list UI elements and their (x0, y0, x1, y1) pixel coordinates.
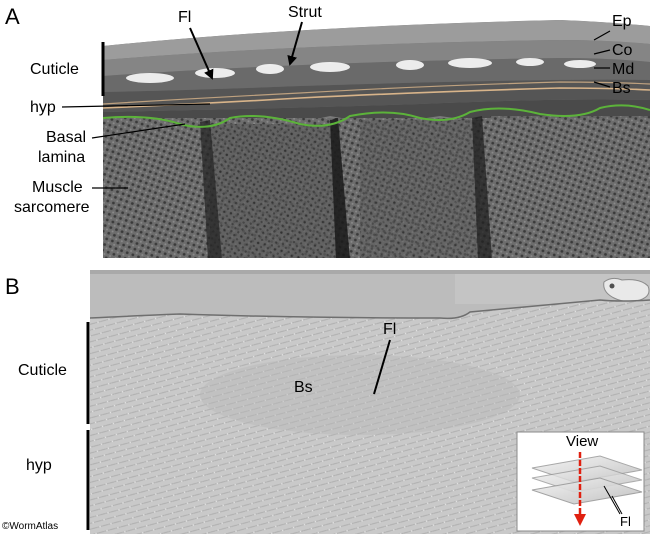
label-muscle-1: Muscle (32, 179, 83, 196)
copyright: ©WormAtlas (2, 521, 58, 532)
inset-fl-pointer-1 (603, 485, 621, 515)
co-pointer (593, 49, 611, 55)
label-strut: Strut (288, 4, 322, 21)
label-basal-2: lamina (38, 149, 85, 166)
label-cuticle-b: Cuticle (18, 362, 67, 379)
view-arrowhead (574, 514, 586, 526)
label-md: Md (612, 61, 634, 78)
panel-a-micrograph (103, 20, 650, 258)
view-inset: View Fl (516, 431, 645, 532)
fl-arrow-a (189, 27, 214, 80)
label-cuticle-a: Cuticle (30, 61, 79, 78)
label-co: Co (612, 42, 633, 59)
inset-fl-label: Fl (620, 514, 631, 529)
basal-lamina-pointer (91, 123, 186, 139)
panel-b-micrograph (89, 270, 650, 534)
ep-pointer (593, 30, 611, 41)
panel-b-letter: B (5, 274, 20, 299)
label-ep: Ep (612, 13, 632, 30)
panel-a-letter: A (5, 4, 20, 29)
inset-view-label: View (566, 433, 598, 450)
label-bs-a: Bs (612, 80, 631, 97)
hyp-pointer (61, 103, 211, 108)
label-hyp-a: hyp (30, 99, 56, 116)
label-muscle-2: sarcomere (14, 199, 90, 216)
fl-pointer-b (373, 339, 391, 395)
inset-fl-pointer-2 (611, 495, 623, 515)
bs-pointer (593, 81, 611, 88)
label-fl-b: Fl (383, 321, 396, 338)
strut-arrow (287, 21, 303, 66)
label-basal-1: Basal (46, 129, 86, 146)
label-hyp-b: hyp (26, 457, 52, 474)
label-bs-b: Bs (294, 379, 313, 396)
basal-lamina-outline (103, 104, 650, 128)
label-fl-a: Fl (178, 9, 191, 26)
